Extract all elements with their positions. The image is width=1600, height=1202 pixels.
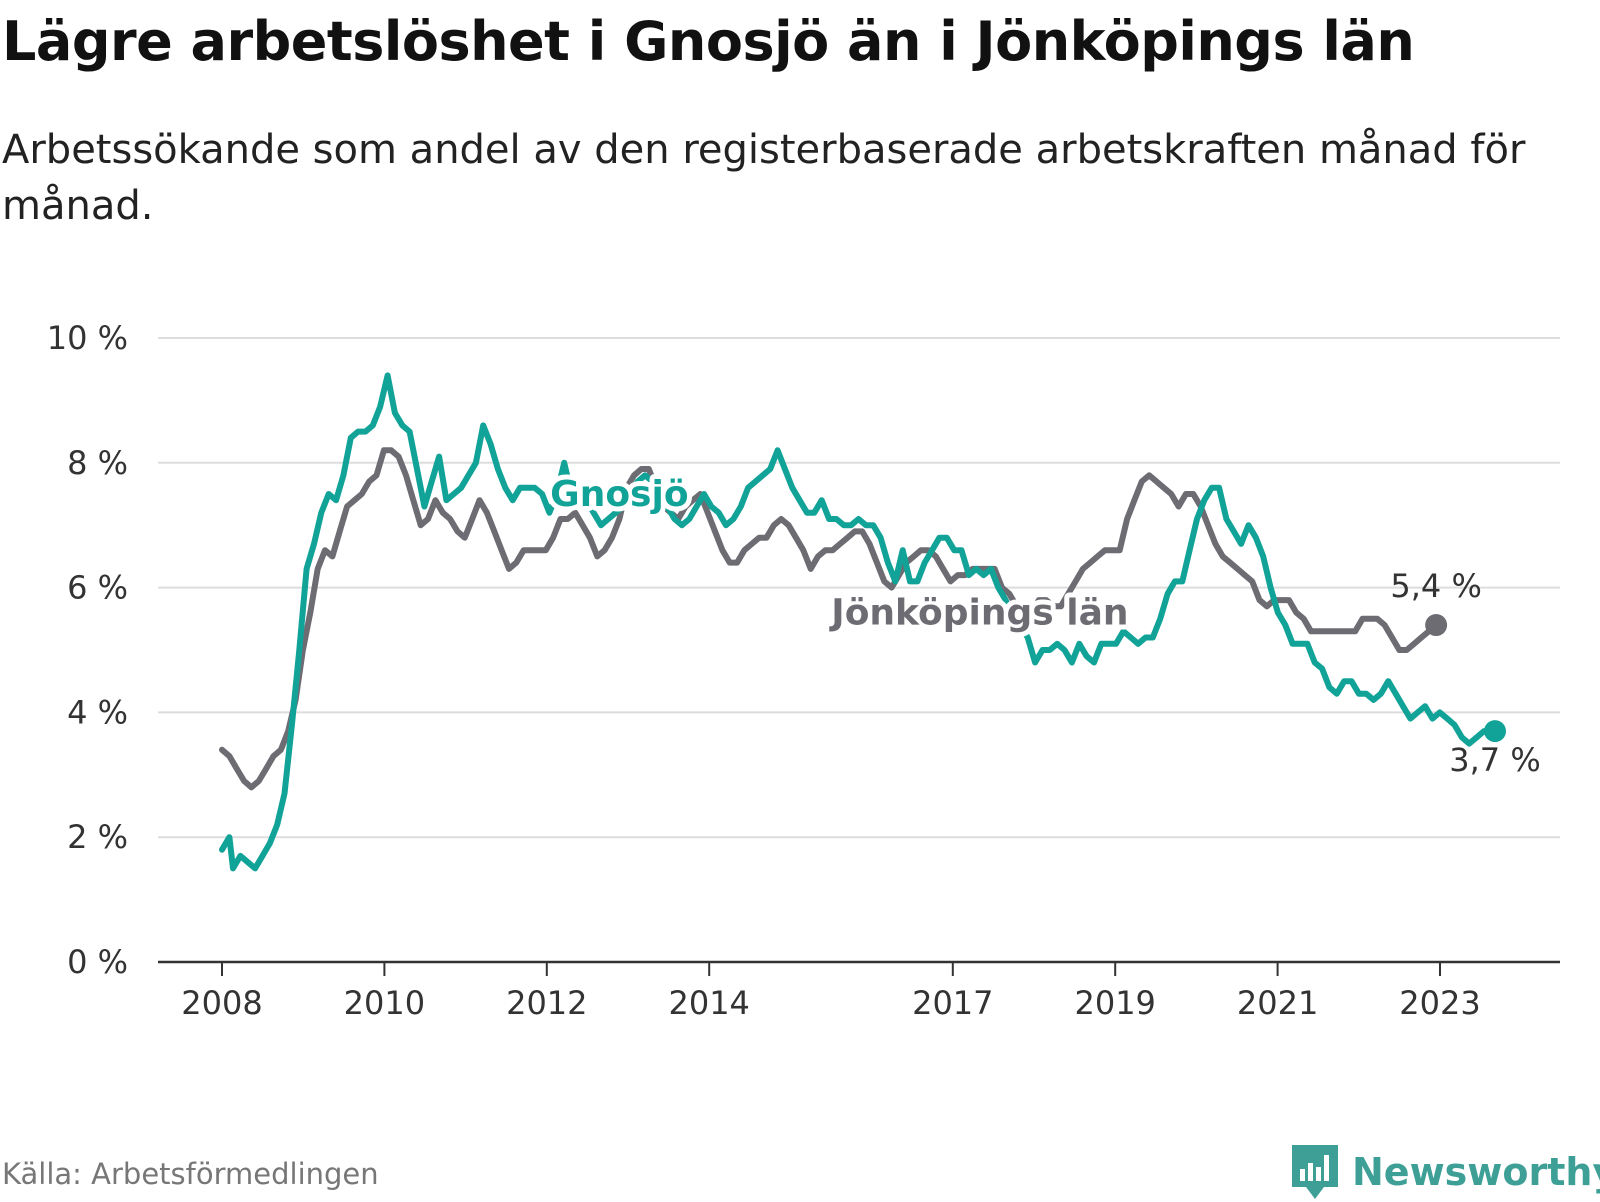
y-tick-label: 6 % — [67, 569, 128, 607]
line-chart: 0 % 2 % 4 % 6 % 8 % 10 % 2008 2010 2012 2014 2017… — [47, 319, 1560, 1022]
x-tick-label: 2012 — [506, 984, 587, 1022]
series-lines — [219, 372, 1506, 872]
series-name-label: Jönköpings län — [828, 593, 1128, 634]
chart-title: Lägre arbetslöshet i Gnosjö än i Jönköpi… — [2, 10, 1415, 73]
brand-name: Newsworthy — [1352, 1150, 1600, 1194]
source-note: Källa: Arbetsförmedlingen — [2, 1157, 379, 1191]
series-line-gnosjo — [219, 372, 1498, 872]
y-tick-label: 4 % — [67, 693, 128, 731]
y-tick-label: 0 % — [67, 943, 128, 981]
series-end-point — [1484, 720, 1506, 743]
bar-chart-logo-icon — [1292, 1145, 1338, 1199]
chart-subtitle: Arbetssökande som andel av den registerb… — [2, 127, 1526, 229]
series-end-value-label: 5,4 % — [1390, 567, 1481, 605]
series-line-jonkoping — [219, 447, 1440, 791]
x-tick-label: 2017 — [912, 984, 993, 1022]
x-tick-label: 2014 — [668, 984, 749, 1022]
x-tick-label: 2008 — [181, 984, 262, 1022]
y-tick-label: 8 % — [67, 444, 128, 482]
y-tick-label: 10 % — [47, 319, 128, 357]
x-tick-label: 2023 — [1399, 984, 1480, 1022]
series-name-label: Gnosjö — [550, 474, 688, 515]
x-tick-label: 2021 — [1237, 984, 1318, 1022]
x-axis: 2008 2010 2012 2014 2017 2019 2021 2023 — [158, 960, 1560, 1022]
series-end-point — [1425, 614, 1448, 637]
brand-logo: Newsworthy — [1290, 1142, 1600, 1202]
x-tick-label: 2010 — [344, 984, 425, 1022]
series-labels: 5,4 % Jönköpings län 3,7 % Gnosjö — [545, 469, 1541, 779]
y-axis-ticks: 0 % 2 % 4 % 6 % 8 % 10 % — [47, 319, 128, 981]
gridlines — [158, 337, 1560, 839]
y-tick-label: 2 % — [67, 818, 128, 856]
x-tick-label: 2019 — [1074, 984, 1155, 1022]
series-end-value-label: 3,7 % — [1449, 741, 1540, 779]
